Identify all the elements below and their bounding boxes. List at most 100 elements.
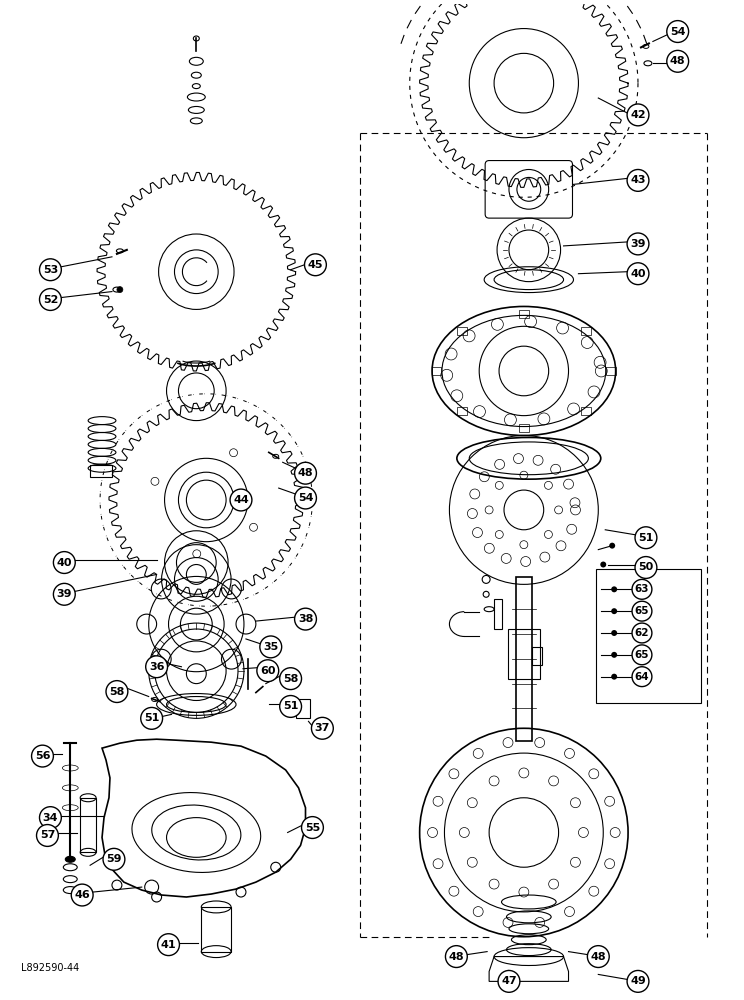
Ellipse shape <box>65 856 75 862</box>
Bar <box>606 367 616 375</box>
Text: 40: 40 <box>630 269 646 279</box>
Text: 54: 54 <box>670 27 685 37</box>
Text: 53: 53 <box>43 265 58 275</box>
Circle shape <box>609 543 615 549</box>
Text: 62: 62 <box>635 628 650 638</box>
Circle shape <box>295 608 316 630</box>
Text: 51: 51 <box>283 701 298 711</box>
Circle shape <box>146 656 167 678</box>
Circle shape <box>635 527 657 549</box>
Text: 43: 43 <box>630 175 646 185</box>
Text: 41: 41 <box>161 940 176 950</box>
Circle shape <box>627 263 649 285</box>
Text: 57: 57 <box>39 830 55 840</box>
Text: 48: 48 <box>591 952 606 962</box>
Text: 54: 54 <box>298 493 313 503</box>
Circle shape <box>158 934 179 956</box>
Circle shape <box>39 289 61 310</box>
Circle shape <box>54 583 75 605</box>
Text: 51: 51 <box>638 533 654 543</box>
Bar <box>519 310 529 318</box>
Circle shape <box>667 21 689 42</box>
Bar <box>457 407 467 415</box>
Circle shape <box>295 462 316 484</box>
Text: 65: 65 <box>635 650 650 660</box>
Text: L892590-44: L892590-44 <box>21 963 79 973</box>
Circle shape <box>498 970 520 992</box>
Circle shape <box>632 579 652 599</box>
Circle shape <box>632 623 652 643</box>
Circle shape <box>39 807 61 829</box>
Text: 58: 58 <box>283 674 298 684</box>
Circle shape <box>106 681 128 702</box>
Bar <box>457 327 467 335</box>
Circle shape <box>446 946 467 967</box>
Bar <box>516 577 532 741</box>
Text: 44: 44 <box>233 495 248 505</box>
Text: 59: 59 <box>106 854 122 864</box>
Circle shape <box>280 668 301 690</box>
Text: 49: 49 <box>630 976 646 986</box>
Circle shape <box>54 552 75 573</box>
Text: 58: 58 <box>109 687 124 697</box>
Text: 64: 64 <box>635 672 650 682</box>
Circle shape <box>312 717 333 739</box>
Bar <box>580 407 591 415</box>
Text: 52: 52 <box>42 295 58 305</box>
Circle shape <box>260 636 282 658</box>
Text: 39: 39 <box>57 589 72 599</box>
Circle shape <box>667 50 689 72</box>
Text: 40: 40 <box>57 558 72 568</box>
Circle shape <box>257 660 279 682</box>
Circle shape <box>627 970 649 992</box>
Circle shape <box>295 487 316 509</box>
Bar <box>90 465 112 477</box>
Bar <box>532 647 542 665</box>
Text: 60: 60 <box>260 666 275 676</box>
Text: 39: 39 <box>630 239 646 249</box>
Bar <box>508 629 539 679</box>
Text: 47: 47 <box>501 976 517 986</box>
Text: 36: 36 <box>149 662 164 672</box>
Circle shape <box>587 946 609 967</box>
Text: 42: 42 <box>630 110 646 120</box>
Circle shape <box>141 707 163 729</box>
Bar <box>432 367 441 375</box>
Circle shape <box>635 557 657 578</box>
Text: 48: 48 <box>449 952 464 962</box>
Text: 55: 55 <box>305 823 320 833</box>
Text: 51: 51 <box>144 713 159 723</box>
Circle shape <box>117 287 123 293</box>
Circle shape <box>612 630 618 636</box>
Bar <box>80 798 96 852</box>
Text: 48: 48 <box>298 468 313 478</box>
Circle shape <box>71 884 93 906</box>
Circle shape <box>627 169 649 191</box>
Circle shape <box>31 745 54 767</box>
Text: 46: 46 <box>74 890 90 900</box>
Circle shape <box>230 489 252 511</box>
Text: 35: 35 <box>263 642 278 652</box>
Circle shape <box>632 667 652 687</box>
Circle shape <box>612 674 618 680</box>
Circle shape <box>600 562 606 567</box>
Circle shape <box>612 586 618 592</box>
Circle shape <box>627 104 649 126</box>
Bar <box>580 327 591 335</box>
Circle shape <box>301 817 324 838</box>
Circle shape <box>612 652 618 658</box>
Circle shape <box>280 696 301 717</box>
Text: 45: 45 <box>308 260 323 270</box>
Text: 56: 56 <box>35 751 51 761</box>
Circle shape <box>632 601 652 621</box>
Text: 63: 63 <box>635 584 650 594</box>
Text: 65: 65 <box>635 606 650 616</box>
Circle shape <box>304 254 327 276</box>
Circle shape <box>632 645 652 665</box>
Circle shape <box>627 233 649 255</box>
Bar <box>519 424 529 432</box>
Circle shape <box>36 825 58 846</box>
Text: 38: 38 <box>298 614 313 624</box>
Circle shape <box>39 259 61 281</box>
Text: 48: 48 <box>670 56 685 66</box>
